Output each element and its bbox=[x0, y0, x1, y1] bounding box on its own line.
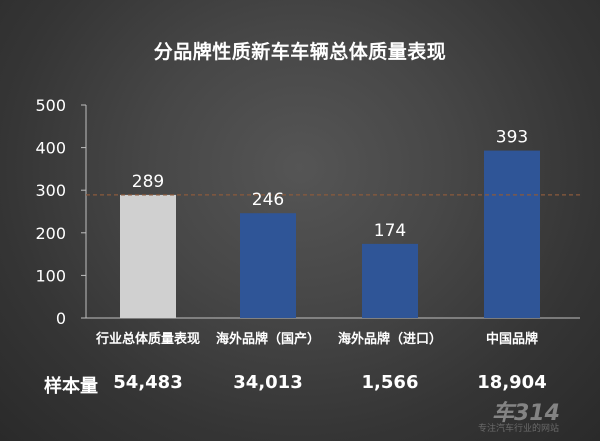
y-axis: 0 100 200 300 400 500 bbox=[35, 96, 86, 328]
bar bbox=[120, 194, 176, 318]
sample-size-value: 18,904 bbox=[477, 372, 547, 393]
bar bbox=[362, 243, 418, 318]
bar-value-label: 393 bbox=[496, 128, 528, 148]
x-tick-label: 行业总体质量表现 bbox=[95, 331, 200, 347]
watermark-logo: 车314 专注汽车行业的网站 bbox=[478, 395, 588, 435]
y-tick-label: 100 bbox=[35, 266, 66, 285]
chart-title: 分品牌性质新车车辆总体质量表现 bbox=[153, 41, 447, 63]
bar-value-label: 289 bbox=[132, 172, 164, 192]
y-tick-label: 300 bbox=[35, 181, 66, 200]
sample-size-value: 1,566 bbox=[361, 372, 419, 393]
y-tick-label: 0 bbox=[56, 309, 66, 328]
sample-size-row: 样本量 54,483 34,013 1,566 18,904 bbox=[0, 372, 600, 400]
sample-size-value: 34,013 bbox=[233, 372, 303, 393]
x-tick-label: 中国品牌 bbox=[486, 331, 538, 347]
sample-size-value: 54,483 bbox=[113, 372, 183, 393]
x-tick-label: 海外品牌（进口） bbox=[338, 331, 442, 347]
bar bbox=[484, 150, 540, 318]
bar-value-label: 246 bbox=[252, 190, 284, 210]
bars-group bbox=[120, 150, 540, 318]
bar-value-label: 174 bbox=[374, 221, 406, 241]
x-axis-labels: 行业总体质量表现 海外品牌（国产） 海外品牌（进口） 中国品牌 bbox=[95, 331, 538, 347]
y-tick-label: 500 bbox=[35, 96, 66, 115]
watermark-main-text: 车314 bbox=[492, 401, 560, 426]
x-tick-label: 海外品牌（国产） bbox=[216, 331, 320, 347]
watermark-sub-text: 专注汽车行业的网站 bbox=[478, 424, 560, 434]
y-tick-label: 200 bbox=[35, 224, 66, 243]
bar bbox=[240, 213, 296, 318]
sample-size-label: 样本量 bbox=[44, 376, 98, 397]
y-tick-label: 400 bbox=[35, 139, 66, 158]
value-labels-group: 289 246 174 393 bbox=[132, 128, 528, 241]
